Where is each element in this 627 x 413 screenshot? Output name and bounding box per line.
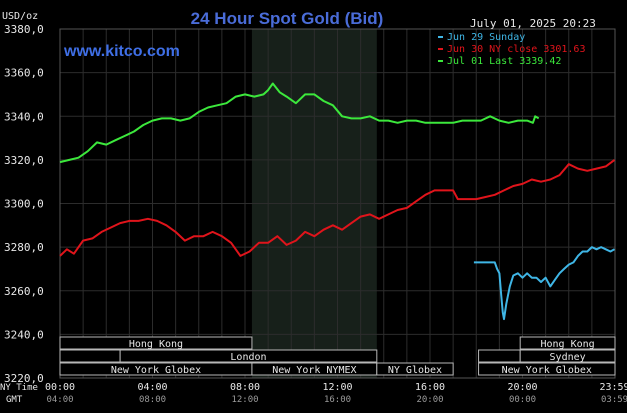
x-tick-label-gmt: 04:00: [46, 395, 73, 405]
y-tick-label: 3280,0: [4, 241, 44, 254]
legend-item-jun30: Jun 30 NY close 3301.63: [447, 44, 585, 55]
market-session-label: New York NYMEX: [272, 365, 356, 376]
series-line-0: [473, 246, 615, 321]
x-tick-label-ny: 16:00: [415, 382, 445, 393]
market-session-bar: [59, 336, 253, 350]
market-session-label: Sydney: [550, 352, 586, 363]
market-session-bar: [478, 349, 521, 363]
plot-frame: [59, 28, 616, 379]
y-tick-label: 3220,0: [4, 372, 44, 385]
x-tick-label-gmt: 08:00: [139, 395, 166, 405]
x-tick-label-gmt: 20:00: [416, 395, 443, 405]
x-tick-label-gmt: 03:59: [601, 395, 627, 405]
y-tick-label: 3320,0: [4, 154, 44, 167]
market-session-bar: [119, 349, 378, 363]
x-tick-label-gmt: 16:00: [324, 395, 351, 405]
market-session-bar: [478, 362, 616, 376]
x-tick-label-ny: 12:00: [322, 382, 352, 393]
market-session-label: NY Globex: [388, 365, 442, 376]
chart-title: 24 Hour Spot Gold (Bid): [191, 9, 384, 28]
x-axis-label-ny: NY Time: [0, 383, 38, 393]
legend-swatch-jun29: [438, 36, 443, 38]
x-tick-label-ny: 08:00: [230, 382, 260, 393]
x-tick-label-gmt: 00:00: [509, 395, 536, 405]
market-session-bar: [376, 362, 454, 376]
website-label: www.kitco.com: [63, 43, 180, 60]
market-session-label: Hong Kong: [541, 339, 595, 350]
market-session-label: New York Globex: [111, 365, 201, 376]
market-session-label: Hong Kong: [129, 339, 183, 350]
x-tick-label-ny: 00:00: [45, 382, 75, 393]
market-session-bar: [519, 349, 616, 363]
y-tick-label: 3260,0: [4, 285, 44, 298]
unit-label: USD/oz: [2, 11, 38, 22]
legend-swatch-jul01: [438, 60, 443, 62]
datetime-label: July 01, 2025 20:23: [470, 17, 596, 30]
y-tick-label: 3360,0: [4, 67, 44, 80]
market-session-bar: [519, 336, 616, 350]
y-tick-label: 3240,0: [4, 328, 44, 341]
x-tick-label-ny: 23:59: [599, 382, 627, 393]
legend: Jun 29 Sunday Jun 30 NY close 3301.63 Ju…: [438, 32, 585, 67]
legend-item-jun29: Jun 29 Sunday: [447, 32, 525, 43]
x-tick-label-ny: 04:00: [137, 382, 167, 393]
market-session-label: New York Globex: [502, 365, 592, 376]
x-tick-label-ny: 20:00: [507, 382, 537, 393]
x-tick-label-gmt: 12:00: [231, 395, 258, 405]
series-line-2: [59, 82, 540, 164]
y-tick-label: 3380,0: [4, 23, 44, 36]
market-session-bar: [59, 349, 121, 363]
x-axis-label-gmt: GMT: [6, 395, 23, 405]
legend-swatch-jun30: [438, 48, 443, 50]
legend-item-jul01: Jul 01 Last 3339.42: [447, 56, 561, 67]
y-tick-label: 3340,0: [4, 110, 44, 123]
y-tick-label: 3300,0: [4, 198, 44, 211]
series-line-1: [59, 159, 616, 257]
market-session-label: London: [230, 352, 266, 363]
